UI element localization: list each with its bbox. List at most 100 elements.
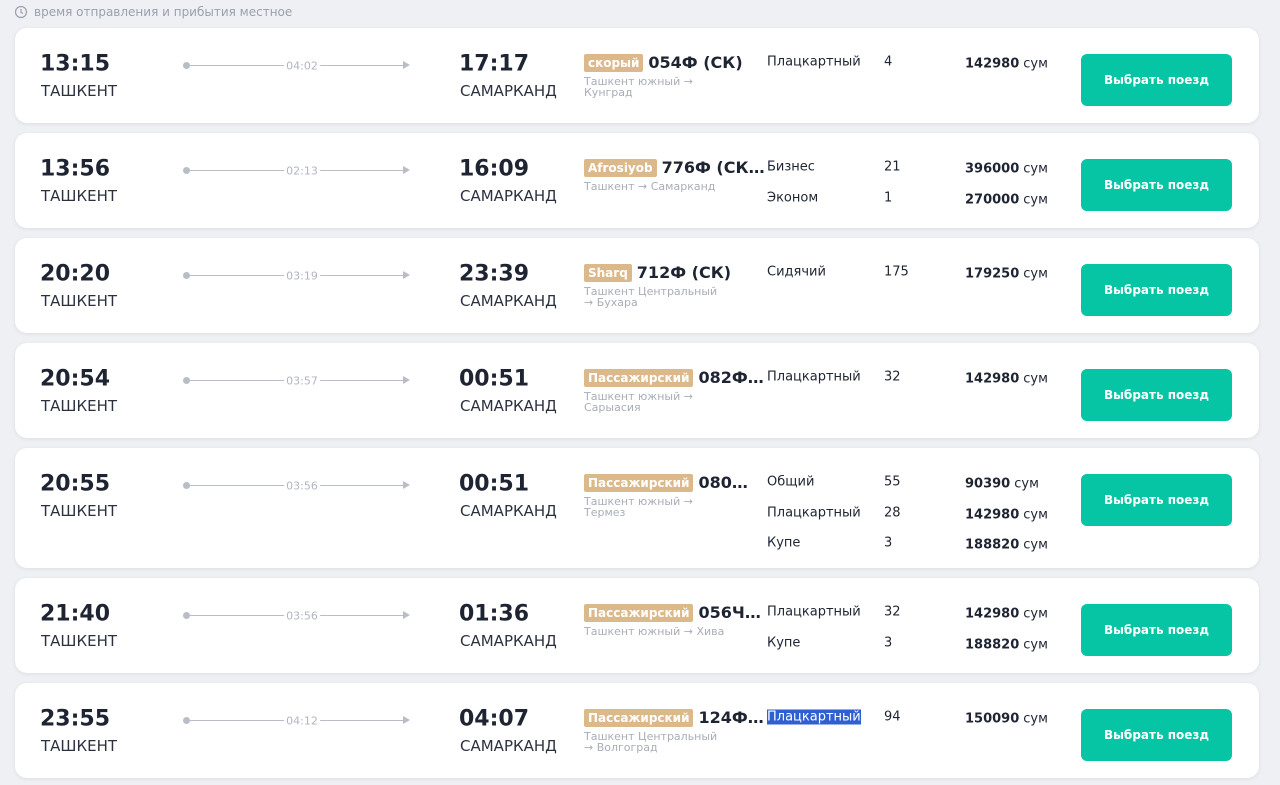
arrival-city: САМАРКАНД: [460, 82, 557, 100]
timeline-dot: [183, 167, 190, 174]
train-number: 712Ф (СК): [636, 263, 732, 282]
train-number: 056Ч…: [698, 603, 761, 622]
timeline-arrow: [403, 376, 410, 384]
train-badge: Пассажирский: [584, 603, 694, 622]
departure-time: 23:55: [40, 706, 111, 732]
timeline-dot: [183, 377, 190, 384]
departure-time: 21:40: [40, 601, 111, 627]
class-name: Плацкартный: [767, 54, 861, 70]
seats-count: 4: [884, 54, 893, 70]
select-train-button[interactable]: Выбрать поезд: [1081, 159, 1232, 211]
price: 142980 сум: [965, 372, 1048, 387]
price-value: 142980: [965, 606, 1020, 622]
arrival-time: 17:17: [459, 51, 530, 77]
seats-count: 21: [884, 159, 901, 175]
departure-city: ТАШКЕНТ: [41, 82, 118, 100]
price-value: 396000: [965, 161, 1020, 177]
price-value: 142980: [965, 371, 1020, 387]
local-time-note: время отправления и прибытия местное: [14, 4, 292, 20]
duration: 02:13: [284, 164, 320, 178]
currency: сум: [1023, 371, 1048, 387]
timeline-arrow: [403, 166, 410, 174]
arrival-time: 01:36: [459, 601, 530, 627]
class-name: Бизнес: [767, 159, 815, 175]
arrival-time: 16:09: [459, 156, 530, 182]
price-value: 188820: [965, 537, 1020, 553]
arrival-time: 23:39: [459, 261, 530, 287]
timeline-dot: [183, 62, 190, 69]
select-train-button[interactable]: Выбрать поезд: [1081, 604, 1232, 656]
departure-city: ТАШКЕНТ: [41, 632, 118, 650]
departure-city: ТАШКЕНТ: [41, 187, 118, 205]
train-badge: Пассажирский: [584, 473, 694, 492]
train-route: Ташкент южный → Термез: [584, 495, 693, 519]
duration: 04:12: [284, 714, 320, 728]
departure-city: ТАШКЕНТ: [41, 292, 118, 310]
departure-time: 13:56: [40, 156, 111, 182]
train-card: 20:54 ТАШКЕНТ 03:57 00:51 САМАРКАНД Пассажирс…: [15, 343, 1259, 438]
currency: сум: [1023, 537, 1048, 553]
timeline-arrow: [403, 271, 410, 279]
seats-count: 32: [884, 369, 901, 385]
train-route: Ташкент южный → Хива: [584, 625, 725, 638]
class-name: Эконом: [767, 190, 819, 205]
currency: сум: [1023, 192, 1048, 207]
class-name: Купе: [767, 535, 801, 551]
arrival-time: 04:07: [459, 706, 530, 732]
price: 396000 сум: [965, 162, 1048, 177]
arrival-time: 00:51: [459, 471, 530, 497]
duration: 03:19: [284, 269, 320, 283]
train-number: 124Ф…: [698, 708, 764, 727]
seats-count: 32: [884, 604, 901, 620]
timeline-dot: [183, 612, 190, 619]
timeline-dot: [183, 272, 190, 279]
select-train-button[interactable]: Выбрать поезд: [1081, 54, 1232, 106]
arrival-city: САМАРКАНД: [460, 397, 557, 415]
price: 179250 сум: [965, 267, 1048, 282]
train-route: Ташкент южный → Сарыасия: [584, 390, 693, 414]
currency: сум: [1023, 161, 1048, 177]
seats-count: 55: [884, 474, 901, 490]
train-card: 20:20 ТАШКЕНТ 03:19 23:39 САМАРКАНД Sharq 712Ф…: [15, 238, 1259, 333]
departure-city: ТАШКЕНТ: [41, 397, 118, 415]
timeline-dot: [183, 717, 190, 724]
train-title: скорый 054Ф (СК): [584, 52, 743, 72]
timeline-arrow: [403, 481, 410, 489]
train-badge: скорый: [584, 53, 644, 72]
train-card: 21:40 ТАШКЕНТ 03:56 01:36 САМАРКАНД Пассажирс…: [15, 578, 1259, 673]
price-value: 90390: [965, 476, 1011, 492]
train-title: Пассажирский 124Ф…: [584, 707, 764, 727]
class-name: Плацкартный: [767, 709, 861, 725]
departure-time: 20:54: [40, 366, 111, 392]
price: 142980 сум: [965, 607, 1048, 622]
price: 188820 сум: [965, 637, 1048, 652]
arrival-city: САМАРКАНД: [460, 187, 557, 205]
price: 142980 сум: [965, 507, 1048, 522]
train-number: 054Ф (СК): [648, 53, 743, 72]
price-value: 150090: [965, 711, 1020, 727]
select-train-button[interactable]: Выбрать поезд: [1081, 264, 1232, 316]
select-train-button[interactable]: Выбрать поезд: [1081, 474, 1232, 526]
train-title: Пассажирский 082Ф…: [584, 367, 764, 387]
select-train-button[interactable]: Выбрать поезд: [1081, 709, 1232, 761]
price-value: 188820: [965, 637, 1020, 652]
seats-count: 175: [884, 264, 909, 280]
duration: 03:56: [284, 609, 320, 623]
class-name: Купе: [767, 635, 801, 650]
train-badge: Afrosiyob: [584, 158, 657, 177]
departure-city: ТАШКЕНТ: [41, 502, 118, 520]
train-card: 13:56 ТАШКЕНТ 02:13 16:09 САМАРКАНД Afrosiyob…: [15, 133, 1259, 228]
price: 90390 сум: [965, 477, 1039, 492]
price: 188820 сум: [965, 538, 1048, 553]
select-train-button[interactable]: Выбрать поезд: [1081, 369, 1232, 421]
currency: сум: [1023, 266, 1048, 282]
seats-count: 28: [884, 505, 901, 520]
duration: 03:57: [284, 374, 320, 388]
class-name: Общий: [767, 474, 815, 490]
class-name: Сидячий: [767, 264, 826, 280]
price-value: 179250: [965, 266, 1020, 282]
class-name: Плацкартный: [767, 604, 861, 620]
price-value: 142980: [965, 507, 1020, 522]
